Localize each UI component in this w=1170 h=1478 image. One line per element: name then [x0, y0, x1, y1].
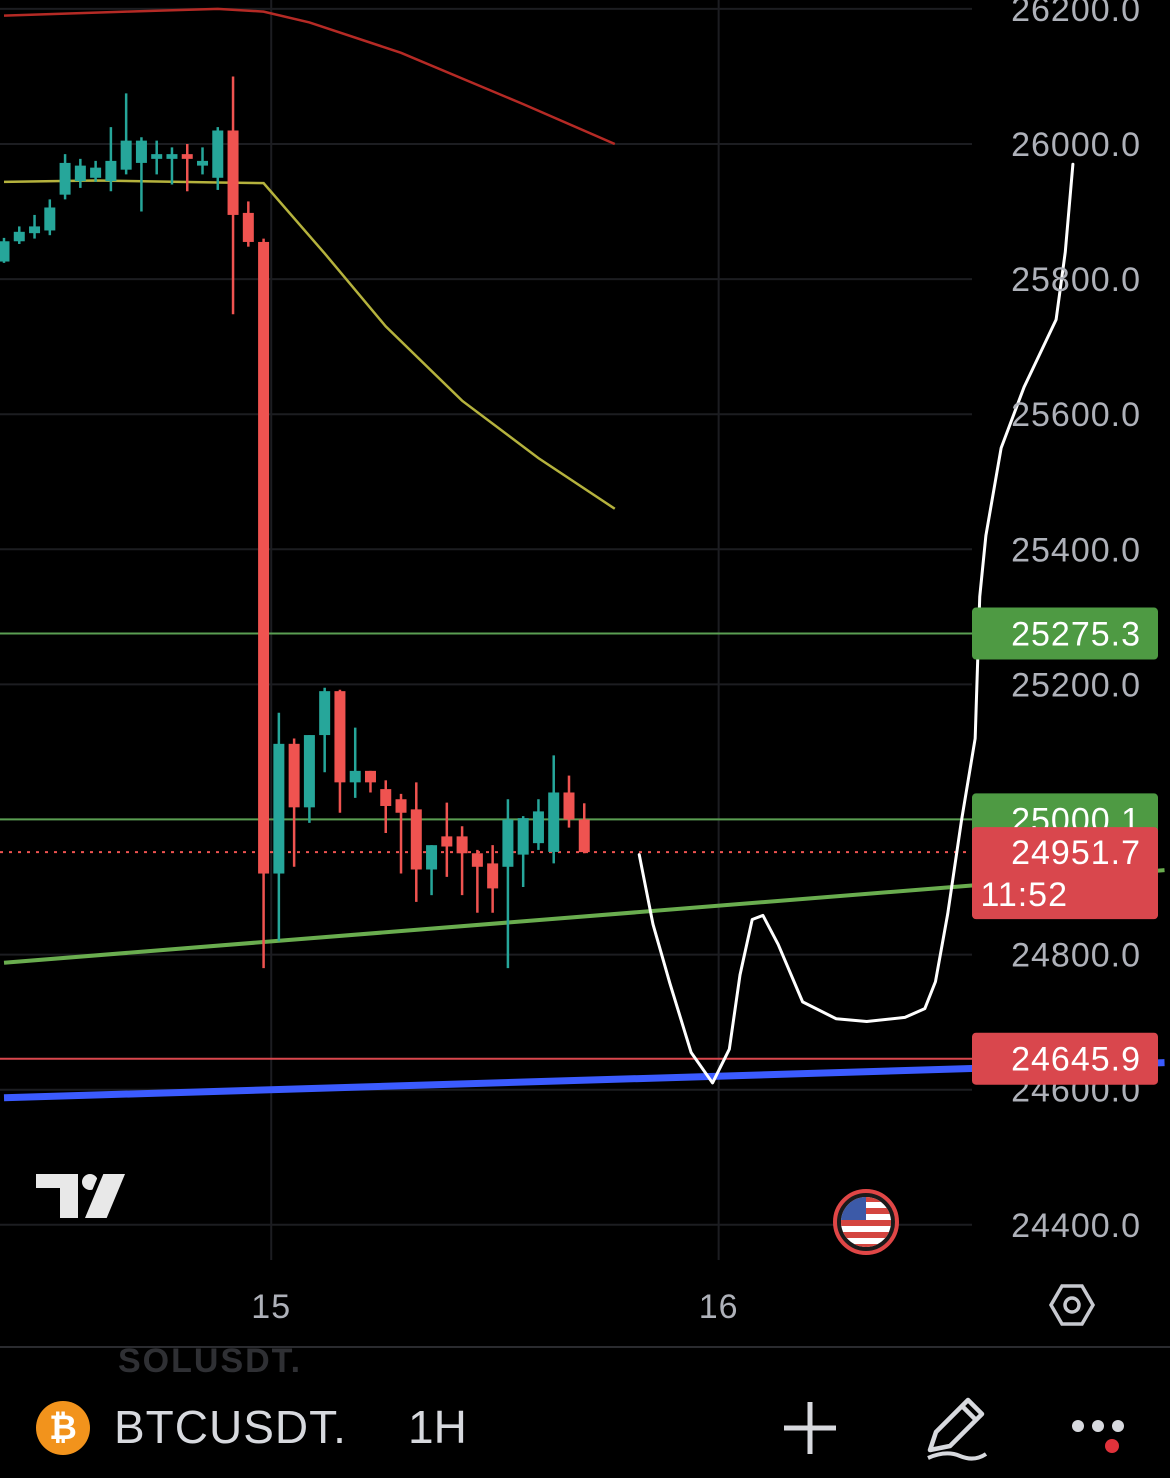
- price-tick-label: 24800.0: [1011, 937, 1141, 975]
- bottom-toolbar: SOLUSDT. ₿ BTCUSDT. 1H: [0, 1342, 1170, 1478]
- candle-body: [319, 691, 331, 736]
- candle-body: [166, 154, 178, 159]
- candle-body: [303, 735, 315, 808]
- more-dots-icon[interactable]: [1064, 1388, 1144, 1468]
- ghost-symbol-label: SOLUSDT.: [118, 1342, 303, 1380]
- candle-body: [13, 231, 25, 242]
- candle-body: [349, 770, 361, 783]
- price-tick-label: 25800.0: [1011, 261, 1141, 299]
- price-chart[interactable]: 26200.0 26000.0 25800.0 25600.0 25400.0 25200…: [0, 0, 1170, 1345]
- price-tick-label: 26000.0: [1011, 126, 1141, 164]
- tradingview-logo-icon: [32, 1170, 131, 1222]
- candlesticks: [0, 76, 590, 969]
- candle-body: [456, 836, 468, 854]
- candle-body: [578, 819, 590, 853]
- drawn-path: [637, 162, 1075, 1085]
- freehand-drawing: [637, 162, 1075, 1085]
- horizontal-levels: [0, 632, 972, 1060]
- candle-body: [197, 160, 209, 166]
- price-tick-label: 24400.0: [1011, 1207, 1141, 1245]
- moving-average-line: [3, 179, 616, 510]
- trendline: [3, 868, 1165, 965]
- tag-level-upper: 25275.3: [1011, 616, 1141, 654]
- candle-body: [273, 743, 285, 874]
- candle-body: [532, 811, 544, 844]
- tag-red-level: 24645.9: [1011, 1041, 1141, 1079]
- candle-body: [151, 154, 163, 159]
- candle-body: [441, 836, 453, 847]
- candle-body: [227, 130, 239, 215]
- candle-body: [548, 792, 560, 852]
- moving-averages: [3, 7, 616, 510]
- candle-body: [563, 792, 575, 820]
- candle-body: [502, 819, 514, 867]
- candle-body: [135, 140, 147, 163]
- candle-body: [517, 818, 529, 855]
- candle-body: [181, 154, 193, 159]
- candle-body: [471, 853, 483, 867]
- moving-average-line: [3, 7, 616, 146]
- candle-body: [334, 691, 346, 783]
- candle-body: [120, 140, 132, 170]
- candle-body: [74, 165, 86, 182]
- candle-body: [242, 212, 254, 242]
- chart-grid: [0, 0, 972, 1260]
- candle-body: [105, 160, 117, 182]
- candle-body: [90, 167, 102, 178]
- tag-last-price-box: [972, 827, 1158, 920]
- bitcoin-icon[interactable]: ₿: [36, 1401, 90, 1455]
- time-tick-label: 15: [251, 1288, 291, 1326]
- candle-body: [29, 226, 41, 234]
- tag-last-price: 24951.7: [1011, 834, 1141, 872]
- settings-hexagon-icon[interactable]: [1048, 1284, 1096, 1326]
- candle-body: [288, 743, 300, 808]
- candle-body: [258, 241, 270, 874]
- candle-body: [380, 789, 392, 806]
- price-tick-label: 25200.0: [1011, 666, 1141, 704]
- candle-body: [426, 845, 438, 870]
- candle-body: [364, 770, 376, 783]
- time-axis: 15 16: [251, 1288, 739, 1326]
- price-tick-label: 26200.0: [1011, 0, 1141, 29]
- price-axis: 26200.0 26000.0 25800.0 25600.0 25400.0 25200…: [1011, 0, 1141, 1245]
- candle-body: [44, 207, 56, 231]
- interval-label[interactable]: 1H: [408, 1401, 467, 1453]
- tag-level-upper-box: [972, 607, 1158, 660]
- symbol-label[interactable]: BTCUSDT.: [114, 1401, 347, 1453]
- candle-body: [59, 162, 71, 195]
- pencil-icon[interactable]: [916, 1388, 996, 1468]
- candle-body: [395, 799, 407, 813]
- price-tick-label: 25600.0: [1011, 396, 1141, 434]
- time-tick-label: 16: [699, 1288, 739, 1326]
- candle-body: [410, 809, 422, 870]
- candle-body: [487, 863, 499, 889]
- price-tick-label: 25400.0: [1011, 531, 1141, 569]
- candle-body: [0, 241, 10, 262]
- trendline: [3, 1059, 1165, 1102]
- plus-icon[interactable]: [770, 1388, 850, 1468]
- tag-red-level-box: [972, 1032, 1158, 1085]
- candle-body: [212, 130, 224, 178]
- us-flag-icon[interactable]: [833, 1189, 899, 1255]
- trendlines: [3, 868, 1165, 1102]
- tag-countdown: 11:52: [980, 876, 1068, 914]
